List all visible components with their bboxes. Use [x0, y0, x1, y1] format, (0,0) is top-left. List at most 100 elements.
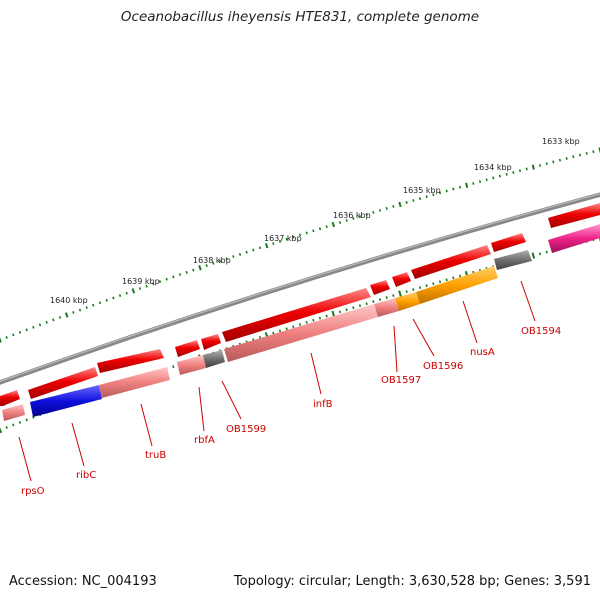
ruler-tick: [285, 327, 288, 331]
ruler-tick: [52, 318, 55, 322]
cds-ob1594[interactable]: [494, 250, 532, 270]
ruler-tick: [338, 221, 342, 224]
ruler-label-1633: 1633 kbp: [542, 137, 580, 146]
gene-rpso[interactable]: [0, 390, 20, 406]
ruler-tick: [578, 153, 582, 157]
ruler-tick: [172, 275, 175, 279]
ruler-tick: [592, 150, 595, 154]
gene-ob1597[interactable]: [370, 280, 390, 295]
ruler-labels: 1633 kbp 1634 kbp 1635 kbp 1636 kbp 1637…: [50, 137, 580, 305]
ruler-tick: [372, 210, 375, 214]
ruler-tick: [205, 264, 208, 267]
label-ob1597: OB1597: [381, 375, 421, 386]
ruler-tick: [0, 337, 2, 343]
ruler-tick: [92, 303, 95, 307]
cds-trub[interactable]: [99, 367, 170, 398]
ruler-ticks: [0, 147, 600, 343]
ruler-label-1638: 1638 kbp: [193, 256, 231, 265]
ruler-tick: [38, 323, 42, 327]
ruler-tick: [5, 425, 8, 429]
genome-backbone-highlight: [0, 193, 600, 383]
ruler-tick: [258, 246, 262, 250]
ruler-tick: [285, 237, 288, 241]
ruler-tick: [32, 325, 35, 329]
ruler-label-1640: 1640 kbp: [50, 296, 88, 305]
ruler-label-1634: 1634 kbp: [474, 163, 512, 172]
ruler-tick: [312, 318, 315, 322]
ruler-tick: [352, 306, 355, 310]
ruler-tick: [12, 423, 15, 427]
ruler-tick: [432, 282, 435, 286]
ruler-tick: [312, 229, 315, 233]
ruler-tick: [158, 280, 162, 283]
cds-rbfa[interactable]: [177, 355, 206, 375]
gene-ob1596[interactable]: [392, 272, 411, 287]
cds-ribc[interactable]: [30, 385, 102, 417]
cds-rpso[interactable]: [2, 404, 25, 421]
ruler-tick: [325, 225, 328, 229]
ruler-tick: [338, 310, 342, 314]
cds-track: [2, 224, 600, 421]
ruler-tick: [398, 290, 402, 297]
gene-ribc[interactable]: [28, 367, 98, 399]
cds-infb[interactable]: [224, 304, 378, 362]
cds-nusa[interactable]: [416, 266, 498, 304]
ruler-tick: [445, 278, 448, 282]
gene-infb[interactable]: [222, 288, 371, 342]
gene-trub[interactable]: [97, 349, 164, 373]
ruler-tick: [298, 323, 302, 326]
ruler-tick: [85, 306, 88, 310]
ruler-tick: [331, 221, 336, 228]
ruler-tick: [278, 239, 282, 243]
gene-right-edge[interactable]: [548, 203, 600, 228]
ruler-tick: [105, 298, 108, 302]
gene-rbfa[interactable]: [175, 340, 200, 357]
gene-nusa[interactable]: [411, 245, 491, 279]
ruler-tick: [305, 231, 308, 235]
ruler-tick: [432, 193, 435, 197]
ruler-tick: [465, 182, 469, 188]
cds-ob1599[interactable]: [203, 350, 225, 368]
cds-ob1596[interactable]: [395, 292, 420, 311]
ruler-tick: [264, 242, 269, 249]
ruler-tick: [412, 288, 415, 292]
label-ob1596: OB1596: [423, 361, 463, 372]
ruler-tick: [18, 420, 22, 424]
ruler-tick: [112, 296, 115, 300]
label-ob1594: OB1594: [521, 326, 561, 337]
gene-ob1594[interactable]: [491, 233, 526, 252]
gene-track: [0, 203, 600, 406]
ruler-tick: [458, 185, 462, 189]
topology-text: Topology: circular; Length: 3,630,528 bp…: [233, 574, 591, 589]
ruler-tick: [25, 418, 28, 422]
ruler-tick: [185, 270, 188, 274]
ruler-tick: [425, 195, 428, 199]
ruler-tick: [272, 242, 275, 245]
cds-right-edge[interactable]: [548, 224, 600, 253]
ruler-tick: [352, 216, 355, 220]
genome-backbone: [0, 192, 600, 385]
ruler-tick: [72, 311, 75, 314]
ruler-tick: [505, 172, 508, 176]
ruler-tick: [458, 274, 462, 278]
ruler-tick: [192, 268, 195, 272]
ruler-label-1635: 1635 kbp: [403, 186, 441, 195]
ruler-tick: [318, 316, 322, 320]
ruler-tick: [585, 151, 588, 155]
gene-labels: rpsO ribC truB rbfA OB1599 infB OB1597 O…: [21, 326, 561, 497]
ruler-tick: [145, 284, 148, 288]
label-infb: infB: [313, 399, 333, 410]
ruler-tick: [225, 257, 228, 261]
ruler-tick: [531, 164, 535, 170]
ruler-tick: [525, 167, 528, 171]
ruler-tick: [412, 199, 415, 202]
ruler-tick: [98, 301, 102, 305]
ruler-tick: [292, 325, 295, 329]
ruler-tick: [545, 162, 548, 166]
cds-ob1597[interactable]: [374, 298, 399, 317]
ruler-tick: [318, 227, 322, 231]
ruler-tick: [165, 277, 168, 281]
accession-text: Accession: NC_004193: [9, 574, 157, 589]
gene-ob1599[interactable]: [201, 334, 221, 350]
